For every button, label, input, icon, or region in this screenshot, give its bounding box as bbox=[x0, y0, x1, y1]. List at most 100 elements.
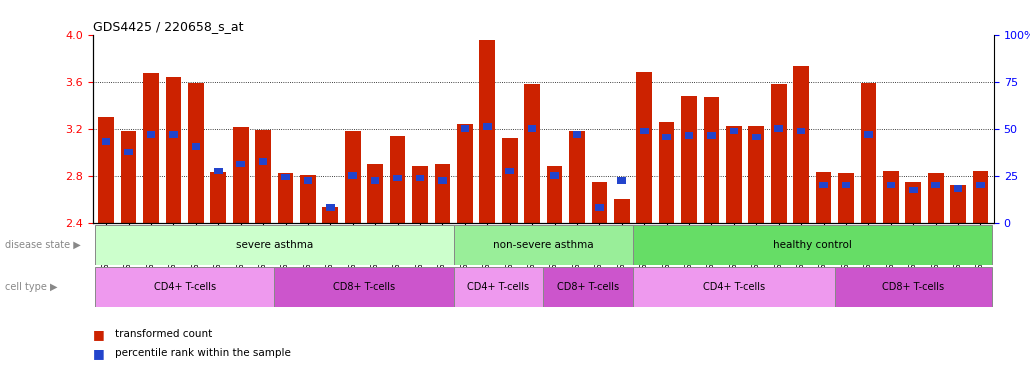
Bar bbox=[797, 128, 805, 134]
Bar bbox=[95, 267, 274, 307]
Bar bbox=[188, 83, 204, 223]
Bar bbox=[416, 175, 424, 181]
Bar bbox=[368, 164, 383, 223]
Bar bbox=[905, 182, 921, 223]
Bar bbox=[348, 172, 357, 179]
Bar bbox=[453, 225, 633, 265]
Bar bbox=[457, 124, 473, 223]
Bar bbox=[527, 126, 537, 132]
Bar bbox=[640, 128, 649, 134]
Text: ■: ■ bbox=[93, 347, 104, 360]
Bar bbox=[259, 158, 268, 165]
Bar bbox=[685, 132, 693, 139]
Bar bbox=[345, 131, 360, 223]
Bar bbox=[617, 177, 626, 184]
Bar bbox=[322, 207, 338, 223]
Bar bbox=[752, 134, 760, 140]
Bar bbox=[281, 174, 289, 180]
Bar bbox=[543, 267, 633, 307]
Bar bbox=[887, 182, 895, 188]
Bar bbox=[681, 96, 697, 223]
Bar bbox=[95, 225, 453, 265]
Text: GDS4425 / 220658_s_at: GDS4425 / 220658_s_at bbox=[93, 20, 243, 33]
Text: transformed count: transformed count bbox=[115, 329, 212, 339]
Bar bbox=[908, 187, 918, 193]
Bar bbox=[633, 225, 992, 265]
Bar bbox=[98, 117, 114, 223]
Text: cell type ▶: cell type ▶ bbox=[5, 282, 58, 292]
Bar bbox=[550, 172, 559, 179]
Bar bbox=[146, 131, 156, 138]
Bar bbox=[573, 131, 581, 138]
Bar bbox=[633, 267, 834, 307]
Text: CD8+ T-cells: CD8+ T-cells bbox=[557, 282, 619, 292]
Bar bbox=[838, 173, 854, 223]
Bar bbox=[524, 84, 540, 223]
Text: CD8+ T-cells: CD8+ T-cells bbox=[882, 282, 945, 292]
Text: CD4+ T-cells: CD4+ T-cells bbox=[153, 282, 215, 292]
Bar bbox=[236, 161, 245, 167]
Bar bbox=[976, 182, 985, 188]
Bar bbox=[972, 171, 989, 223]
Bar bbox=[547, 166, 562, 223]
Bar bbox=[453, 267, 543, 307]
Bar bbox=[389, 136, 406, 223]
Bar bbox=[928, 173, 943, 223]
Bar bbox=[304, 177, 312, 184]
Bar bbox=[393, 175, 402, 181]
Bar bbox=[637, 72, 652, 223]
Bar bbox=[166, 77, 181, 223]
Bar bbox=[300, 174, 316, 223]
Bar bbox=[210, 172, 227, 223]
Bar bbox=[793, 66, 809, 223]
Bar bbox=[659, 122, 675, 223]
Bar bbox=[102, 138, 110, 145]
Bar bbox=[460, 126, 470, 132]
Text: CD4+ T-cells: CD4+ T-cells bbox=[468, 282, 529, 292]
Bar bbox=[192, 143, 200, 149]
Bar bbox=[770, 84, 787, 223]
Bar bbox=[435, 164, 450, 223]
Bar bbox=[860, 83, 877, 223]
Bar bbox=[954, 185, 962, 192]
Bar bbox=[327, 204, 335, 211]
Bar bbox=[214, 168, 222, 174]
Text: CD8+ T-cells: CD8+ T-cells bbox=[333, 282, 396, 292]
Bar bbox=[479, 40, 495, 223]
Bar bbox=[570, 131, 585, 223]
Bar bbox=[931, 182, 940, 188]
Bar bbox=[703, 97, 719, 223]
Bar bbox=[883, 171, 898, 223]
Bar bbox=[274, 267, 453, 307]
Bar bbox=[483, 123, 491, 129]
Bar bbox=[951, 185, 966, 223]
Bar bbox=[749, 126, 764, 223]
Bar bbox=[255, 130, 271, 223]
Text: disease state ▶: disease state ▶ bbox=[5, 240, 81, 250]
Bar bbox=[726, 126, 742, 223]
Text: CD4+ T-cells: CD4+ T-cells bbox=[702, 282, 765, 292]
Bar bbox=[662, 134, 671, 140]
Bar bbox=[121, 131, 136, 223]
Bar bbox=[864, 131, 872, 138]
Bar bbox=[819, 182, 828, 188]
Text: percentile rank within the sample: percentile rank within the sample bbox=[115, 348, 291, 358]
Bar bbox=[595, 204, 604, 211]
Bar bbox=[834, 267, 992, 307]
Bar bbox=[842, 182, 851, 188]
Bar bbox=[775, 126, 783, 132]
Text: ■: ■ bbox=[93, 328, 104, 341]
Bar bbox=[614, 199, 629, 223]
Text: severe asthma: severe asthma bbox=[236, 240, 313, 250]
Bar bbox=[816, 172, 831, 223]
Bar bbox=[125, 149, 133, 156]
Bar bbox=[371, 177, 379, 184]
Bar bbox=[506, 168, 514, 174]
Bar bbox=[502, 138, 517, 223]
Bar bbox=[591, 182, 608, 223]
Bar bbox=[143, 73, 159, 223]
Bar bbox=[233, 127, 248, 223]
Bar bbox=[438, 177, 447, 184]
Bar bbox=[278, 173, 294, 223]
Bar bbox=[169, 131, 178, 138]
